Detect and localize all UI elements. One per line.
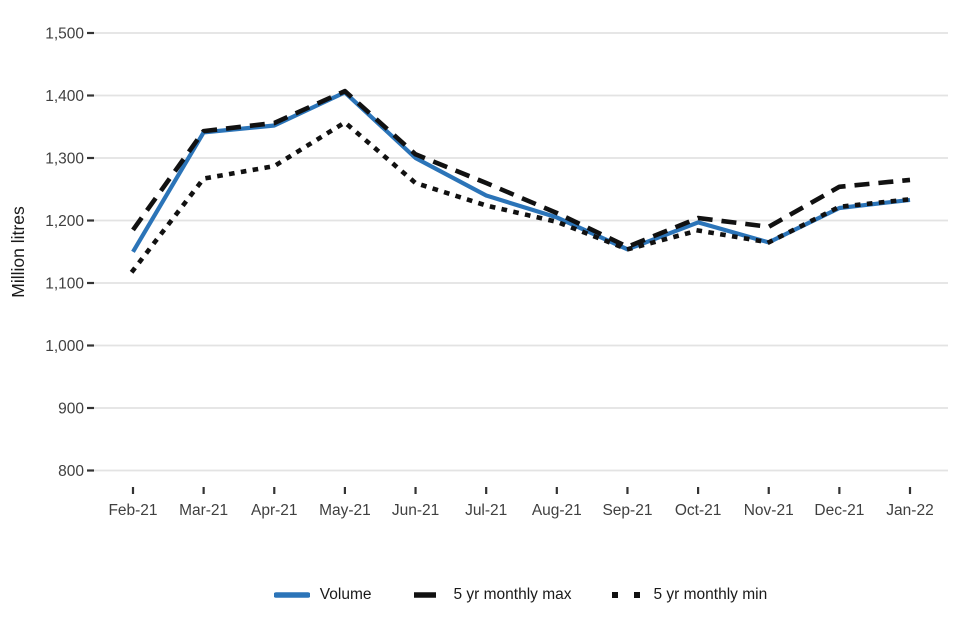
series-line-volume — [131, 90, 911, 253]
legend-solid-line-swatch-icon — [273, 592, 310, 598]
x-axis-tick-label: Jun-21 — [392, 502, 439, 519]
legend-dot — [633, 592, 640, 598]
y-axis-title: Million litres — [8, 206, 28, 298]
x-axis-tick-label: Oct-21 — [675, 502, 722, 519]
x-axis-tick-label: Aug-21 — [532, 502, 582, 519]
y-axis-tick-label: 1,000 — [45, 338, 84, 355]
x-axis-tick-label: Sep-21 — [602, 502, 652, 519]
legend-label: 5 yr monthly max — [453, 586, 572, 603]
x-axis-tick-label: May-21 — [319, 502, 371, 519]
legend-item-5-yr-monthly-min: 5 yr monthly min — [608, 586, 768, 604]
legend-dotted-line-swatch-icon — [611, 592, 640, 598]
y-axis-tick-label: 1,500 — [45, 26, 84, 43]
legend: Volume 5 yr monthly max 5 yr monthly min — [93, 586, 948, 604]
x-axis-tick-label: Jul-21 — [465, 502, 507, 519]
x-axis-tick-label: Mar-21 — [179, 502, 228, 519]
y-axis-tick-label: 900 — [58, 401, 84, 418]
legend-label: Volume — [319, 586, 372, 603]
x-axis-tick-label: Feb-21 — [108, 502, 157, 519]
legend-label: 5 yr monthly min — [653, 586, 768, 603]
y-axis-tick-label: 1,100 — [45, 276, 84, 293]
x-axis-tick-label: Apr-21 — [251, 502, 298, 519]
y-axis-tick-label: 800 — [58, 463, 84, 480]
series-line-5-yr-monthly-max — [131, 88, 911, 250]
y-axis-tick-label: 1,400 — [45, 88, 84, 105]
x-axis-tick-label: Dec-21 — [814, 502, 864, 519]
legend-dot — [611, 592, 618, 598]
y-axis-tick-label: 1,200 — [45, 213, 84, 230]
series-line-5-yr-monthly-min — [129, 120, 913, 274]
legend-dashed-line-swatch-icon — [414, 592, 437, 598]
x-axis-tick-label: Nov-21 — [744, 502, 794, 519]
y-axis-tick-label: 1,300 — [45, 151, 84, 168]
legend-item-volume: Volume — [273, 586, 372, 604]
legend-item-5-yr-monthly-max: 5 yr monthly max — [407, 586, 572, 604]
x-axis-tick-label: Jan-22 — [886, 502, 933, 519]
